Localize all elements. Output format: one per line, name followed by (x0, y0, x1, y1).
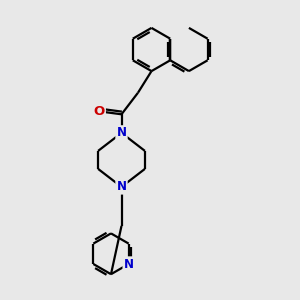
Text: N: N (116, 126, 127, 140)
Text: O: O (93, 105, 105, 118)
Text: N: N (116, 180, 127, 194)
Text: N: N (124, 257, 134, 271)
